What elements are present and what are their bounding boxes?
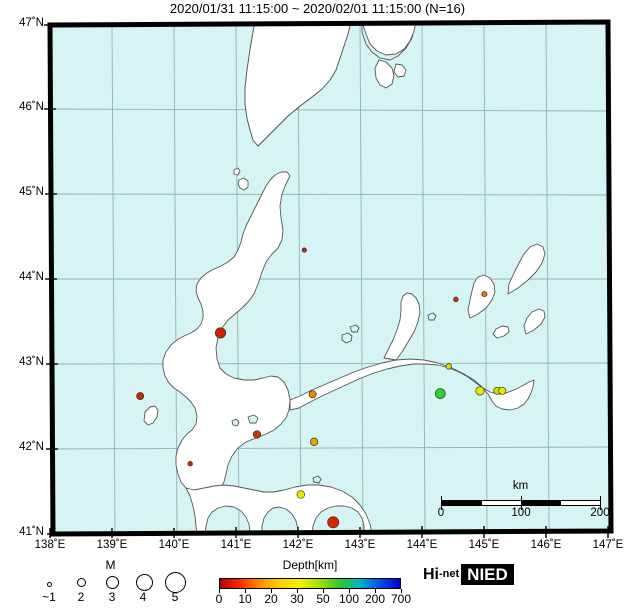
depth-tick-700: 700 (390, 592, 412, 606)
hinet-wordmark: Hi -net (421, 564, 462, 585)
lon-label-145: 145˚E (468, 539, 500, 551)
ocean-background (50, 22, 611, 534)
earthquake-marker[interactable] (296, 490, 305, 499)
earthquake-marker[interactable] (453, 296, 459, 303)
earthquake-marker[interactable] (475, 386, 485, 396)
lake-shikotsu (247, 414, 259, 424)
depth-legend-title: Depth[km] (282, 558, 338, 572)
coastline-sakhalin-body (244, 22, 352, 147)
depth-colorbar (219, 578, 401, 589)
coastline-kuril-island-a (374, 59, 395, 89)
magnitude-symbol-3 (106, 576, 119, 589)
magnitude-label-4: 4 (139, 590, 147, 604)
lat-label-44: 44˚N (19, 271, 44, 283)
depth-legend: Depth[km] 0 10 20 30 50 100 200 700 (205, 558, 415, 608)
scale-tick-200: 200 (590, 507, 610, 519)
coastline-rishiri (237, 177, 249, 191)
lon-label-143: 143˚E (344, 539, 376, 551)
lon-label-138: 138˚E (34, 539, 66, 551)
lat-label-41: 41˚N (19, 526, 44, 538)
coastline-honshu-north (185, 484, 373, 534)
magnitude-symbol-4 (136, 574, 153, 591)
earthquake-markers[interactable] (136, 247, 507, 529)
coastline-kuril-north (361, 22, 417, 56)
earthquake-marker[interactable] (214, 327, 227, 339)
coastline-okushiri (143, 405, 159, 426)
lake-akan (427, 312, 437, 321)
earthquake-marker[interactable] (136, 392, 145, 401)
lat-label-47: 47˚N (19, 17, 44, 29)
lon-label-141: 141˚E (220, 539, 252, 551)
coastline-hokkaido (162, 171, 291, 495)
earthquake-marker[interactable] (309, 437, 319, 446)
earthquake-marker[interactable] (434, 388, 446, 399)
lat-label-43: 43˚N (19, 356, 44, 368)
scale-bar-unit: km (512, 480, 529, 492)
page-title: 2020/01/31 11:15:00 ~ 2020/02/01 11:15:0… (169, 1, 466, 16)
earthquake-marker[interactable] (498, 386, 507, 395)
scale-tick-100: 100 (511, 507, 531, 519)
lon-label-140: 140˚E (158, 539, 190, 551)
earthquake-marker[interactable] (301, 247, 307, 253)
magnitude-label-1: ~1 (42, 590, 56, 604)
earthquake-marker[interactable] (327, 516, 340, 529)
depth-tick-0: 0 (215, 592, 223, 606)
depth-tick-20: 20 (264, 592, 278, 606)
lake-saroma (349, 324, 360, 333)
lake-notoro (312, 475, 322, 484)
earthquake-marker[interactable] (445, 363, 452, 370)
lat-label-46: 46˚N (19, 101, 44, 113)
depth-tick-30: 30 (290, 592, 304, 606)
lon-label-142: 142˚E (282, 539, 314, 551)
coastline-etorofu (507, 243, 546, 295)
seismicity-map[interactable]: 47˚N 46˚N 45˚N 44˚N 43˚N 42˚N 41˚N 138˚E… (0, 17, 635, 551)
magnitude-legend-title: M (105, 558, 116, 572)
magnitude-symbol-1 (47, 582, 52, 587)
depth-colorbar-ticks (219, 589, 402, 593)
frame-ticks (44, 24, 609, 538)
magnitude-label-3: 3 (108, 590, 116, 604)
magnitude-symbol-2 (77, 578, 86, 587)
lon-label-144: 144˚E (406, 539, 438, 551)
coastline-rebun (233, 167, 241, 176)
coastline-kuril-island-b (393, 63, 407, 78)
earthquake-marker[interactable] (481, 291, 488, 298)
magnitude-legend: M ~1 2 3 4 5 (28, 558, 193, 608)
lon-label-146: 146˚E (530, 539, 562, 551)
scale-tick-0: 0 (437, 507, 445, 519)
lake-kussharo (341, 332, 353, 344)
hinet-nied-logo: Hi -net NIED (421, 564, 514, 585)
lat-label-42: 42˚N (19, 441, 44, 453)
coastline-shikotan (523, 308, 546, 335)
earthquake-marker[interactable] (308, 390, 317, 399)
depth-tick-100: 100 (338, 592, 360, 606)
depth-tick-200: 200 (364, 592, 386, 606)
coastline-kunashiri (467, 274, 496, 319)
earthquake-marker[interactable] (252, 430, 262, 439)
magnitude-symbol-5 (165, 572, 186, 593)
coastline-shiretoko (383, 292, 421, 361)
lon-label-139: 139˚E (96, 539, 128, 551)
coastline-habomai (492, 325, 510, 339)
lon-label-147: 147˚E (592, 539, 624, 551)
scale-bar: km 0 100 200 (438, 480, 610, 522)
nied-wordmark: NIED (461, 564, 514, 585)
depth-colorbar-labels: 0 10 20 30 50 100 200 700 (205, 592, 415, 608)
map-canvas[interactable] (0, 18, 635, 538)
coastline-hokkaido-east (289, 358, 535, 411)
lat-label-45: 45˚N (19, 186, 44, 198)
magnitude-label-2: 2 (77, 590, 85, 604)
earthquake-marker[interactable] (187, 461, 193, 467)
magnitude-label-5: 5 (171, 590, 179, 604)
depth-tick-50: 50 (316, 592, 330, 606)
landmass-layer (143, 22, 546, 534)
depth-tick-10: 10 (238, 592, 252, 606)
lake-toya (231, 418, 240, 427)
